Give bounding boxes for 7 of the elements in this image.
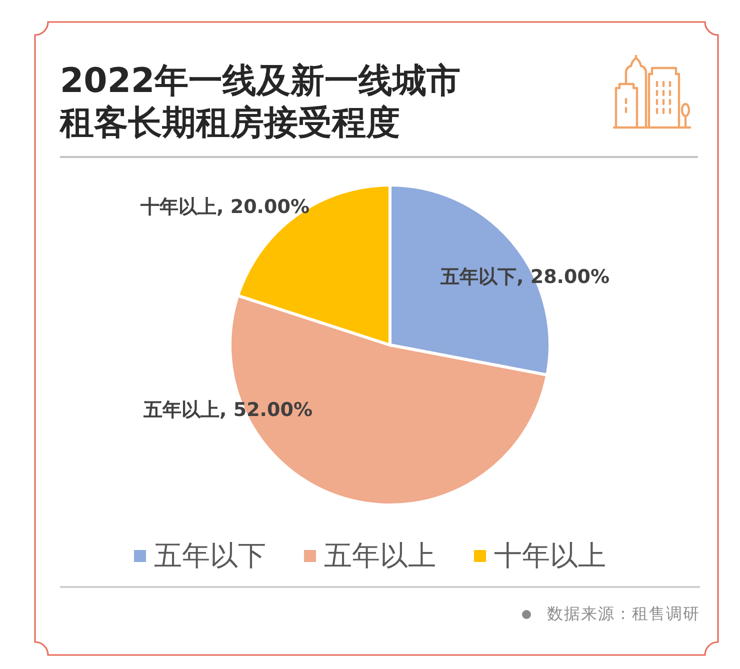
data-label: 五年以下, 28.00% (440, 266, 610, 288)
legend-label: 十年以上 (494, 538, 606, 574)
source-note: 数据来源：租售调研 (547, 603, 700, 625)
legend-label: 五年以下 (154, 538, 266, 574)
data-label: 十年以上, 20.00% (140, 196, 310, 218)
legend-label: 五年以上 (324, 538, 436, 574)
chart-title: 2022年一线及新一线城市租客长期租房接受程度 (60, 60, 462, 144)
